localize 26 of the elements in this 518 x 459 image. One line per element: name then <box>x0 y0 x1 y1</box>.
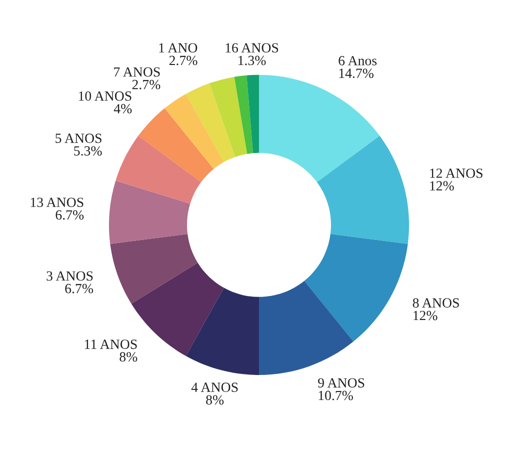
data-label: 8% <box>206 395 224 405</box>
data-label: 2.7% <box>169 56 198 66</box>
slice-label: 6 Anos <box>338 56 377 66</box>
slice-label: 5 ANOS <box>56 134 102 143</box>
slice-label: 16 ANOS <box>226 43 278 53</box>
data-label: 4% <box>114 104 132 114</box>
data-label: 8% <box>120 352 138 362</box>
slice-label: 4 ANOS <box>191 382 238 392</box>
slice-label: 9 ANOS <box>318 378 364 388</box>
data-label: 12% <box>414 310 438 320</box>
data-label: 6.7% <box>65 284 94 294</box>
slice-label: 10 ANOS <box>78 91 132 101</box>
slice-label: 8 ANOS <box>412 298 459 308</box>
data-label: 6.7% <box>56 210 84 220</box>
data-label: 5.3% <box>74 146 102 156</box>
slice-label: 11 ANOS <box>84 340 137 349</box>
data-label: 2.7% <box>132 80 160 90</box>
slice-label: 3 ANOS <box>46 271 93 281</box>
slice-label: 7 ANOS <box>114 67 160 77</box>
slice-label: 13 ANOS <box>30 198 84 208</box>
data-label: 12% <box>430 181 454 191</box>
slice-label: 12 ANOS <box>430 168 482 178</box>
data-label: 14.7% <box>339 68 374 78</box>
data-label: 10.7% <box>318 390 353 400</box>
data-label: 1.3% <box>238 56 266 66</box>
slice-label: 1 ANO <box>159 43 198 53</box>
